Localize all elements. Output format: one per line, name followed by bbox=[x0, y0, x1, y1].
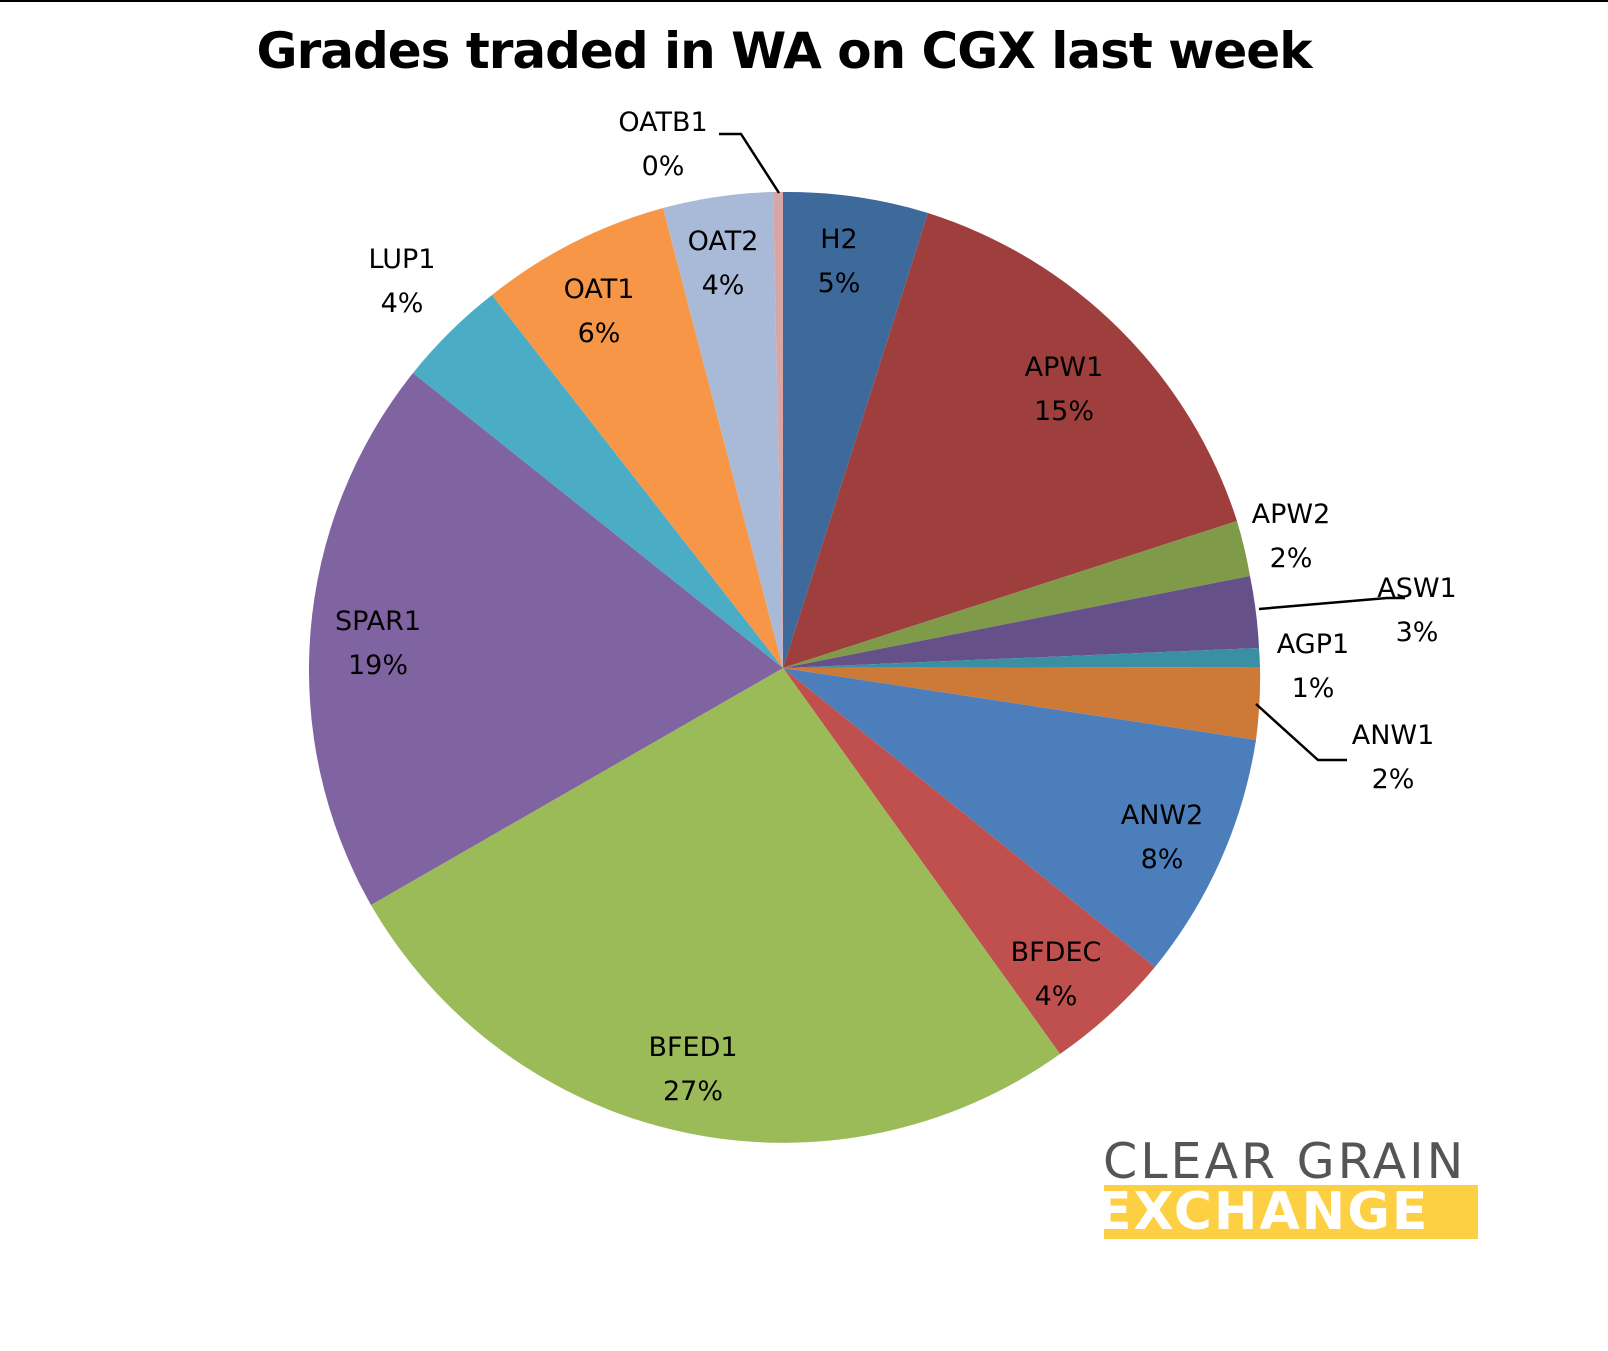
leader-lines bbox=[719, 132, 1405, 762]
label-lup1-value: 4% bbox=[381, 288, 424, 319]
slice-anw2[interactable] bbox=[783, 668, 1256, 967]
label-bfed1-name: BFED1 bbox=[648, 1032, 737, 1063]
label-oat2-value: 4% bbox=[702, 270, 745, 301]
slice-bfed1[interactable] bbox=[371, 668, 1060, 1143]
slice-anw1[interactable] bbox=[783, 667, 1261, 740]
slice-apw1[interactable] bbox=[783, 213, 1237, 668]
data-labels: OATB1 0% H2 5% APW1 15% APW2 2% ASW1 3% … bbox=[335, 107, 1457, 1107]
logo-exchange: EXCHANGE bbox=[1104, 1185, 1478, 1239]
label-h2-value: 5% bbox=[818, 268, 861, 299]
label-anw2-name: ANW2 bbox=[1121, 800, 1204, 831]
label-lup1-name: LUP1 bbox=[369, 244, 436, 275]
label-apw1-name: APW1 bbox=[1025, 352, 1104, 383]
label-anw1-name: ANW1 bbox=[1352, 720, 1435, 751]
label-spar1-value: 19% bbox=[348, 650, 408, 681]
label-agp1-value: 1% bbox=[1292, 673, 1335, 704]
slice-apw2[interactable] bbox=[783, 521, 1250, 668]
slice-oat1[interactable] bbox=[492, 208, 783, 668]
label-apw2-value: 2% bbox=[1270, 543, 1313, 574]
label-asw1-value: 3% bbox=[1396, 617, 1439, 648]
slice-spar1[interactable] bbox=[308, 373, 783, 905]
logo-clear-grain: CLEAR GRAIN bbox=[1103, 1133, 1467, 1190]
label-oatb1-value: 0% bbox=[642, 151, 685, 182]
label-agp1-name: AGP1 bbox=[1277, 629, 1349, 660]
label-apw2-name: APW2 bbox=[1252, 499, 1331, 530]
label-asw1-name: ASW1 bbox=[1377, 573, 1456, 604]
slice-h2[interactable] bbox=[783, 191, 928, 668]
label-oatb1-name: OATB1 bbox=[618, 107, 707, 138]
label-bfdec-name: BFDEC bbox=[1011, 937, 1102, 968]
label-oat1-value: 6% bbox=[578, 318, 621, 349]
label-oat1-name: OAT1 bbox=[564, 274, 635, 305]
label-anw2-value: 8% bbox=[1141, 844, 1184, 875]
top-border bbox=[0, 0, 1608, 2]
label-h2-name: H2 bbox=[820, 224, 857, 255]
pie-slices bbox=[308, 191, 1261, 1143]
label-oat2-name: OAT2 bbox=[688, 226, 759, 257]
slice-oatb1[interactable] bbox=[773, 191, 783, 668]
chart-title: Grades traded in WA on CGX last week bbox=[256, 22, 1313, 80]
label-bfed1-value: 27% bbox=[663, 1076, 723, 1107]
slice-agp1[interactable] bbox=[783, 648, 1260, 668]
label-spar1-name: SPAR1 bbox=[335, 606, 421, 637]
slice-oat2[interactable] bbox=[663, 192, 783, 668]
label-bfdec-value: 4% bbox=[1035, 981, 1078, 1012]
slice-asw1[interactable] bbox=[783, 576, 1259, 668]
slice-bfdec[interactable] bbox=[783, 668, 1155, 1054]
label-apw1-value: 15% bbox=[1034, 396, 1094, 427]
slice-lup1[interactable] bbox=[413, 295, 783, 668]
label-anw1-value: 2% bbox=[1372, 764, 1415, 795]
